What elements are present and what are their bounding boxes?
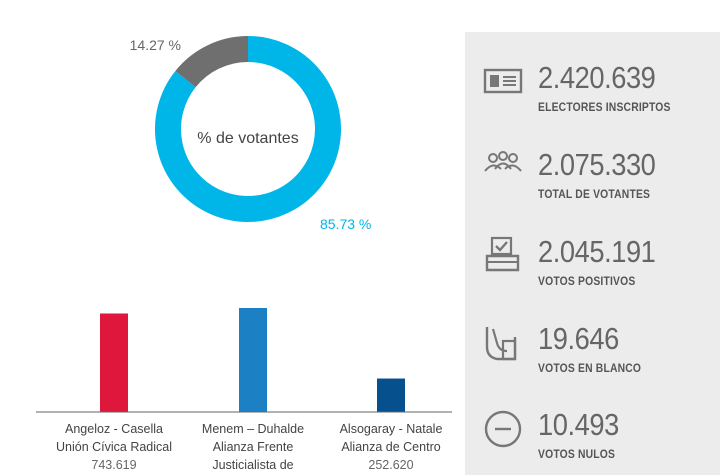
stat-votos-positivos: 2.045.191 VOTOS POSITIVOS xyxy=(483,234,713,316)
bar-label-2-line-2: 252.620 xyxy=(368,458,413,472)
ballot-box-icon xyxy=(485,236,520,272)
bar-label-2-line-0: Alsogaray - Natale xyxy=(340,422,443,436)
stat-number: 2.075.330 xyxy=(538,147,656,182)
stat-number: 19.646 xyxy=(538,321,619,356)
donut-label-voters: 85.73 % xyxy=(320,216,371,232)
bar-1 xyxy=(239,308,267,412)
election-stats-panel: 2.420.639 ELECTORES INSCRIPTOS 2.075.330… xyxy=(465,32,720,475)
bar-label-2-line-1: Alianza de Centro xyxy=(341,440,440,454)
stat-number: 10.493 xyxy=(538,407,619,442)
bar-label-1-line-1: Alianza Frente xyxy=(213,440,294,454)
stat-votos-en-blanco: 19.646 VOTOS EN BLANCO xyxy=(483,321,713,403)
stat-label: ELECTORES INSCRIPTOS xyxy=(538,102,671,114)
stat-electores-inscriptos: 2.420.639 ELECTORES INSCRIPTOS xyxy=(483,60,713,142)
bar-0 xyxy=(100,313,128,412)
people-icon xyxy=(484,151,522,172)
bar-label-0-line-1: Unión Cívica Radical xyxy=(56,440,172,454)
bar-label-0-line-2: 743.619 xyxy=(91,458,136,472)
donut-center-title: % de votantes xyxy=(197,130,298,147)
id-card-icon xyxy=(483,68,523,94)
bar-label-1-line-0: Menem – Duhalde xyxy=(202,422,304,436)
donut-slice-non-voters xyxy=(175,36,249,88)
bar-label-0-line-0: Angeloz - Casella xyxy=(65,422,163,436)
minus-circle-icon xyxy=(484,410,522,448)
bar-label-1-line-2: Justicialista de xyxy=(212,458,293,472)
stat-votos-nulos: 10.493 VOTOS NULOS xyxy=(483,407,713,475)
bar-2 xyxy=(377,378,405,412)
stat-label: VOTOS NULOS xyxy=(538,449,616,461)
blank-vote-icon xyxy=(485,327,517,361)
stat-number: 2.045.191 xyxy=(538,234,656,269)
stat-number: 2.420.639 xyxy=(538,60,656,95)
stat-label: TOTAL DE VOTANTES xyxy=(538,189,651,201)
donut-label-non-voters: 14.27 % xyxy=(130,37,181,53)
stat-label: VOTOS EN BLANCO xyxy=(538,363,642,375)
stat-label: VOTOS POSITIVOS xyxy=(538,276,636,288)
voter-turnout-donut-chart: % de votantes 14.27 % 85.73 % xyxy=(130,36,371,232)
donut-slice-voters xyxy=(155,36,341,222)
candidates-bar-chart: Angeloz - Casella Unión Cívica Radical 7… xyxy=(36,308,452,472)
stat-total-votantes: 2.075.330 TOTAL DE VOTANTES xyxy=(483,147,713,229)
